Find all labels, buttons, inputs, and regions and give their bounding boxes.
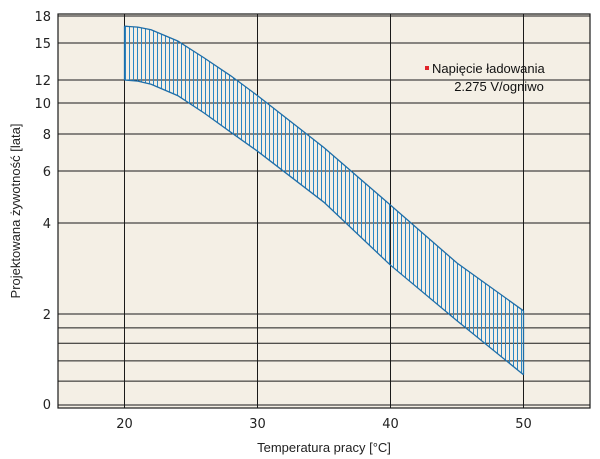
- band-layer: [123, 25, 525, 376]
- x-tick-label-20: 20: [116, 417, 133, 432]
- x-tick-label-40: 40: [382, 417, 399, 432]
- y-tick-label-0: 0: [43, 398, 51, 413]
- annotation-line2: 2.275 V/ogniwo: [454, 79, 544, 94]
- x-axis-title: Temperatura pracy [°C]: [257, 440, 391, 455]
- band-area: [124, 26, 524, 375]
- y-axis: 0 2 4 6 8 10 12 15 18: [34, 10, 51, 413]
- annotation: Napięcie ładowania 2.275 V/ogniwo: [425, 61, 546, 94]
- y-tick-label-12: 12: [34, 74, 51, 89]
- x-tick-label-50: 50: [515, 417, 532, 432]
- band-lower-line: [124, 79, 524, 376]
- annotation-marker: [425, 66, 429, 70]
- y-tick-label-6: 6: [43, 165, 51, 180]
- band-upper-line: [124, 25, 524, 312]
- y-tick-label-2: 2: [43, 308, 51, 323]
- plot-frame: [57, 13, 591, 409]
- annotation-line1: Napięcie ładowania: [432, 61, 546, 76]
- y-tick-label-18: 18: [34, 10, 51, 25]
- y-tick-label-10: 10: [34, 97, 51, 112]
- y-tick-label-8: 8: [43, 128, 51, 143]
- x-axis: 20 30 40 50: [116, 417, 532, 432]
- y-tick-label-15: 15: [34, 37, 51, 52]
- y-tick-label-4: 4: [43, 217, 51, 232]
- y-axis-title: Projektowana żywotność [lata]: [8, 124, 23, 299]
- x-tick-label-30: 30: [249, 417, 266, 432]
